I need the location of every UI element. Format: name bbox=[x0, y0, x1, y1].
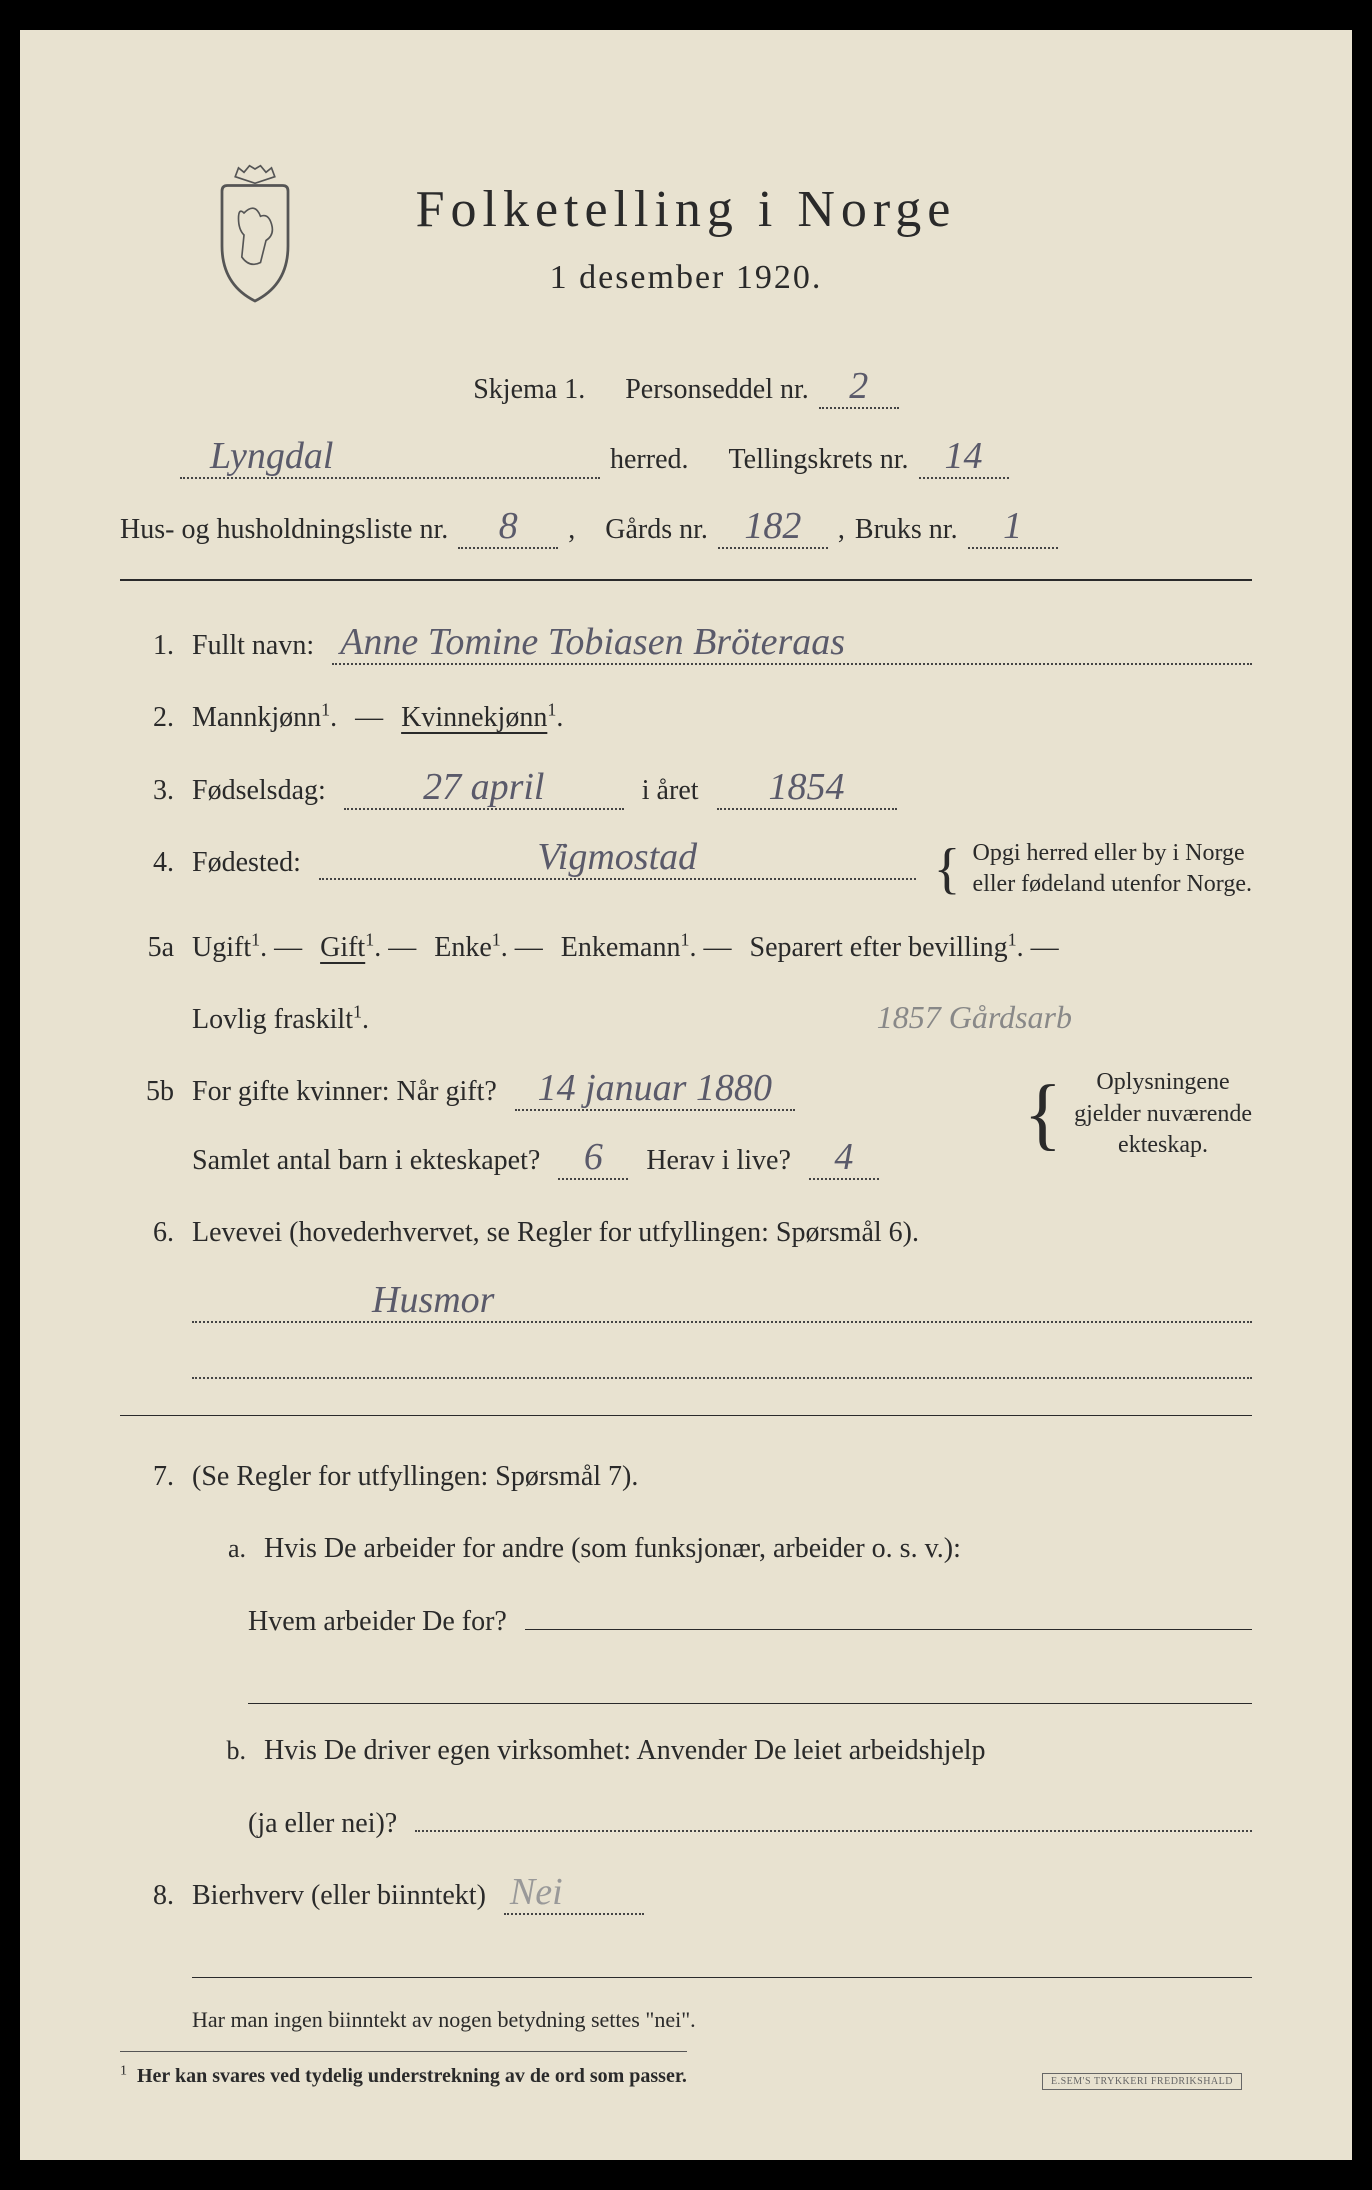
q2-mann: Mannkjønn1. bbox=[192, 693, 337, 743]
q8-num: 8. bbox=[120, 1871, 174, 1921]
q8-label: Bierhverv (eller biinntekt) bbox=[192, 1871, 486, 1921]
q1-value: Anne Tomine Tobiasen Bröteraas bbox=[332, 623, 1252, 665]
husliste-nr: 8 bbox=[458, 507, 558, 549]
gards-label: Gårds nr. bbox=[605, 514, 708, 546]
q7a-text2: Hvem arbeider De for? bbox=[248, 1597, 507, 1647]
personseddel-nr: 2 bbox=[819, 367, 899, 409]
q5a-fraskilt: Lovlig fraskilt1. bbox=[192, 995, 369, 1045]
footer-note: Har man ingen biinntekt av nogen betydni… bbox=[120, 2000, 1252, 2040]
q4-label: Fødested: bbox=[192, 838, 301, 888]
q7a-blank bbox=[525, 1596, 1252, 1630]
q7a-text1: Hvis De arbeider for andre (som funksjon… bbox=[264, 1524, 961, 1574]
q2-kvinne: Kvinnekjønn1. bbox=[401, 693, 563, 743]
form-metadata: Skjema 1. Personseddel nr. 2 Lyngdal her… bbox=[120, 367, 1252, 549]
q5b-label3: Herav i live? bbox=[646, 1136, 791, 1186]
q5b-num: 5b bbox=[120, 1067, 174, 1117]
personseddel-label: Personseddel nr. bbox=[625, 374, 809, 406]
q5b-val2: 6 bbox=[558, 1138, 628, 1180]
q7b-num: b. bbox=[192, 1728, 246, 1775]
q8-value: Nei bbox=[504, 1873, 644, 1915]
q1-label: Fullt navn: bbox=[192, 621, 314, 671]
q6-value-row: Husmor bbox=[120, 1281, 1252, 1323]
q5a-row: 5a Ugift1. — Gift1. — Enke1. — Enkemann1… bbox=[120, 923, 1252, 973]
q5a-separert: Separert efter bevilling1. — bbox=[750, 923, 1059, 973]
q8-blank-row bbox=[120, 1944, 1252, 1978]
q4-note: Opgi herred eller by i Norge eller fødel… bbox=[973, 838, 1252, 900]
divider bbox=[120, 1415, 1252, 1416]
q6-value: Husmor bbox=[192, 1281, 1252, 1323]
census-form-page: Folketelling i Norge 1 desember 1920. Sk… bbox=[20, 30, 1352, 2160]
coat-of-arms-icon bbox=[200, 160, 310, 310]
q5a-ugift: Ugift1. — bbox=[192, 923, 302, 973]
q7-num: 7. bbox=[120, 1452, 174, 1502]
q5a-row2: Lovlig fraskilt1. 1857 Gårdsarb bbox=[120, 995, 1252, 1045]
q4-row: 4. Fødested: Vigmostad { Opgi herred ell… bbox=[120, 838, 1252, 900]
herred-line: Lyngdal herred. Tellingskrets nr. 14 bbox=[120, 437, 1252, 479]
q6-row: 6. Levevei (hovederhvervet, se Regler fo… bbox=[120, 1208, 1252, 1258]
q5a-enke: Enke1. — bbox=[434, 923, 543, 973]
q6-blank-row bbox=[120, 1345, 1252, 1379]
q7-row: 7. (Se Regler for utfyllingen: Spørsmål … bbox=[120, 1452, 1252, 1502]
q8-row: 8. Bierhverv (eller biinntekt) Nei bbox=[120, 1871, 1252, 1921]
q7b-text1: Hvis De driver egen virksomhet: Anvender… bbox=[264, 1726, 986, 1776]
q7b-blank bbox=[415, 1798, 1252, 1832]
q6-label: Levevei (hovederhvervet, se Regler for u… bbox=[192, 1208, 919, 1258]
herred-label: herred. bbox=[610, 444, 689, 476]
q5a-enkemann: Enkemann1. — bbox=[561, 923, 732, 973]
herred-name: Lyngdal bbox=[180, 437, 600, 479]
q7b-row2: (ja eller nei)? bbox=[120, 1798, 1252, 1849]
q2-row: 2. Mannkjønn1. — Kvinnekjønn1. bbox=[120, 693, 1252, 743]
q8-blank bbox=[192, 1944, 1252, 1978]
husliste-line: Hus- og husholdningsliste nr. 8 , Gårds … bbox=[120, 507, 1252, 549]
gards-nr: 182 bbox=[718, 507, 828, 549]
q1-num: 1. bbox=[120, 621, 174, 671]
q7a-row2: Hvem arbeider De for? bbox=[120, 1596, 1252, 1647]
q5b-label1: For gifte kvinner: Når gift? bbox=[192, 1067, 497, 1117]
skjema-line: Skjema 1. Personseddel nr. 2 bbox=[120, 367, 1252, 409]
q3-row: 3. Fødselsdag: 27 april i året 1854 bbox=[120, 766, 1252, 816]
brace-icon: { bbox=[934, 853, 961, 887]
q6-num: 6. bbox=[120, 1208, 174, 1258]
q7a-row3 bbox=[120, 1670, 1252, 1704]
q3-num: 3. bbox=[120, 766, 174, 816]
brace-icon: { bbox=[1024, 1082, 1062, 1146]
q3-year: 1854 bbox=[717, 768, 897, 810]
q5b-note: Oplysningene gjelder nuværende ekteskap. bbox=[1074, 1067, 1252, 1161]
q4-num: 4. bbox=[120, 838, 174, 888]
q7a-row: a. Hvis De arbeider for andre (som funks… bbox=[120, 1524, 1252, 1574]
skjema-label: Skjema 1. bbox=[473, 374, 585, 406]
q5b-val1: 14 januar 1880 bbox=[515, 1069, 795, 1111]
q4-note-group: { Opgi herred eller by i Norge eller fød… bbox=[934, 838, 1252, 900]
husliste-label: Hus- og husholdningsliste nr. bbox=[120, 514, 448, 546]
q5b-row: 5b For gifte kvinner: Når gift? 14 janua… bbox=[120, 1067, 1252, 1186]
q5a-margin-note: 1857 Gårdsarb bbox=[877, 989, 1072, 1047]
q5a-num: 5a bbox=[120, 923, 174, 973]
q3-day: 27 april bbox=[344, 768, 624, 810]
q3-label: Fødselsdag: bbox=[192, 766, 326, 816]
q4-value: Vigmostad bbox=[319, 838, 916, 880]
q7b-row: b. Hvis De driver egen virksomhet: Anven… bbox=[120, 1726, 1252, 1776]
tellingskrets-label: Tellingskrets nr. bbox=[729, 444, 909, 476]
q7b-text2: (ja eller nei)? bbox=[248, 1799, 397, 1849]
q5b-note-group: { Oplysningene gjelder nuværende ekteska… bbox=[1024, 1067, 1252, 1161]
printer-mark: E.SEM'S TRYKKERI FREDRIKSHALD bbox=[1042, 2073, 1242, 2090]
bruks-label: Bruks nr. bbox=[855, 514, 958, 546]
q2-dash: — bbox=[355, 693, 383, 743]
q6-blank bbox=[192, 1345, 1252, 1379]
form-fields: 1. Fullt navn: Anne Tomine Tobiasen Bröt… bbox=[120, 621, 1252, 2100]
q1-row: 1. Fullt navn: Anne Tomine Tobiasen Bröt… bbox=[120, 621, 1252, 671]
form-header: Folketelling i Norge 1 desember 1920. bbox=[120, 180, 1252, 297]
q5b-label2: Samlet antal barn i ekteskapet? bbox=[192, 1136, 540, 1186]
q5b-val3: 4 bbox=[809, 1138, 879, 1180]
divider bbox=[120, 579, 1252, 581]
q5a-gift: Gift1. — bbox=[320, 923, 416, 973]
q2-num: 2. bbox=[120, 693, 174, 743]
footnote: 1 Her kan svares ved tydelig understrekn… bbox=[120, 2051, 687, 2094]
tellingskrets-nr: 14 bbox=[919, 437, 1009, 479]
q7a-blank2 bbox=[248, 1670, 1252, 1704]
q7-intro: (Se Regler for utfyllingen: Spørsmål 7). bbox=[192, 1452, 638, 1502]
bruks-nr: 1 bbox=[968, 507, 1058, 549]
q7a-num: a. bbox=[192, 1526, 246, 1573]
q3-mid: i året bbox=[642, 766, 699, 816]
